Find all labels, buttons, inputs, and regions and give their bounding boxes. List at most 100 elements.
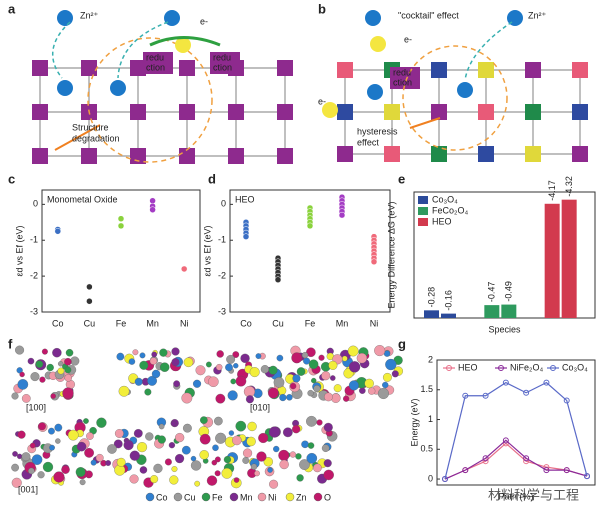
atom <box>123 439 134 451</box>
reduction-box <box>210 52 240 74</box>
atom <box>278 449 290 461</box>
note: Structure <box>72 122 109 132</box>
point <box>370 258 378 266</box>
marker <box>462 392 469 399</box>
legend-label: Zn <box>296 492 307 502</box>
atom <box>232 351 240 358</box>
marker <box>584 473 590 480</box>
atom <box>226 354 236 364</box>
effect-title: "cocktail" effect <box>398 10 459 20</box>
value-label: -4.32 <box>564 176 574 197</box>
atom <box>321 371 331 381</box>
atom <box>250 463 258 470</box>
y-tick-label: 1.5 <box>420 384 433 394</box>
x-tick-label: Ni <box>370 318 379 328</box>
arrow <box>51 21 71 79</box>
atom <box>53 471 65 483</box>
atom <box>83 418 89 424</box>
atom <box>292 425 301 434</box>
atom <box>242 457 250 464</box>
atom <box>139 352 146 359</box>
atom <box>64 374 72 382</box>
ion <box>110 80 126 96</box>
atom <box>295 453 302 460</box>
atom <box>42 461 54 473</box>
direction-label: [010] <box>250 402 270 412</box>
plot-frame <box>229 189 391 313</box>
reduction-box <box>390 67 420 89</box>
lattice-site <box>384 104 400 120</box>
atom <box>356 352 368 364</box>
atom <box>195 365 206 376</box>
lattice-site <box>228 148 244 164</box>
atom <box>215 363 223 371</box>
atom <box>181 445 191 455</box>
legend-label: Co₃O₄ <box>432 194 458 204</box>
atom <box>382 381 389 389</box>
legend-label: NiFe₂O₄ <box>510 362 543 372</box>
reduction-label: ction <box>393 77 412 87</box>
atom <box>55 438 61 444</box>
plot-frame <box>436 359 596 486</box>
atom <box>15 345 25 355</box>
atom <box>169 475 179 485</box>
marker <box>442 476 448 483</box>
atom <box>368 387 376 395</box>
lattice-site <box>179 148 195 164</box>
marker <box>502 437 509 444</box>
atom <box>223 456 232 464</box>
atom <box>170 420 177 427</box>
atom <box>267 387 279 399</box>
electron-label: e- <box>200 16 208 26</box>
atom <box>321 444 330 452</box>
lattice-site <box>525 62 541 78</box>
atom <box>273 377 285 388</box>
reduction-box <box>143 52 173 74</box>
y-tick-label: 0.5 <box>420 444 433 454</box>
x-tick-label: Fe <box>116 318 127 328</box>
atom <box>216 350 224 358</box>
atom <box>341 355 348 362</box>
atom <box>173 380 181 388</box>
atom <box>364 378 374 389</box>
atom <box>323 422 333 432</box>
atom <box>21 394 31 403</box>
atom <box>132 349 139 356</box>
lattice-site <box>337 146 353 162</box>
atom <box>225 363 233 372</box>
atom <box>306 452 318 464</box>
atom <box>206 475 218 486</box>
value-label: -0.28 <box>426 287 436 308</box>
atom <box>30 372 40 382</box>
direction-label: [001] <box>18 484 38 494</box>
atom <box>205 361 212 368</box>
annotation: Monometal Oxide <box>47 194 118 204</box>
atom <box>279 393 287 402</box>
panel-label: g <box>398 336 406 351</box>
marker <box>482 392 489 399</box>
point <box>180 265 188 273</box>
atom <box>153 463 163 473</box>
panel-label: c <box>8 171 15 186</box>
point <box>242 233 250 240</box>
atom <box>233 477 240 483</box>
electron-label: e- <box>404 34 412 44</box>
atom <box>50 393 56 399</box>
y-tick-label: -1 <box>30 235 38 245</box>
atom <box>29 442 36 449</box>
atom <box>194 480 201 487</box>
ion-label: Zn²⁺ <box>80 10 99 20</box>
atom <box>151 369 161 379</box>
atom <box>114 429 124 438</box>
atom <box>273 445 280 453</box>
atom <box>318 354 325 361</box>
legend-swatch <box>418 218 428 226</box>
atom <box>144 388 152 396</box>
atom <box>41 348 48 355</box>
lattice-site <box>384 146 400 162</box>
atom <box>46 363 54 372</box>
y-axis-label: Energy (eV) <box>409 398 419 446</box>
y-tick-label: 0 <box>428 473 433 483</box>
direction-label: [100] <box>26 402 46 412</box>
atom <box>171 358 180 367</box>
